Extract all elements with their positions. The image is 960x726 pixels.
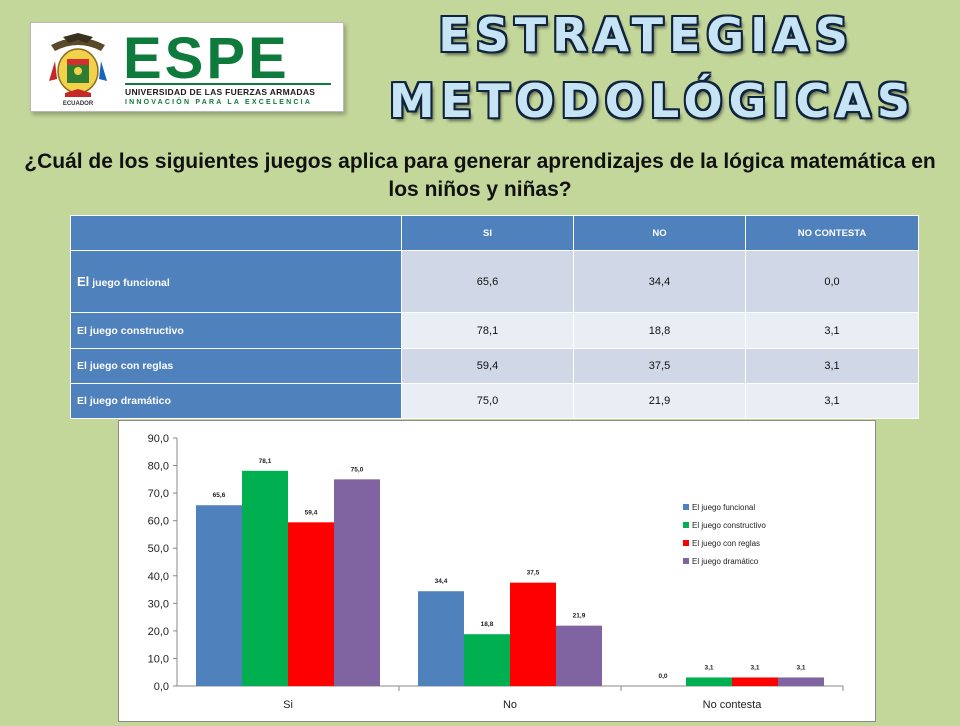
logo-wordmark: ESPE: [123, 26, 290, 91]
logo-divider: [125, 83, 331, 85]
legend-swatch: [683, 522, 689, 528]
legend-swatch: [683, 558, 689, 564]
table-header-cell: [70, 214, 402, 252]
y-tick-label: 50,0: [148, 543, 169, 555]
table-header-cell: NO CONTESTA: [745, 214, 919, 252]
table-header-cell: NO: [573, 214, 746, 252]
bar: [464, 634, 510, 686]
y-tick-label: 20,0: [148, 626, 169, 638]
legend-label: El juego dramático: [692, 557, 759, 566]
bar-chart-container: 0,0 10,0 20,0 30,0 40,0 50,0 60,0 70,0 80,0 90,0 S…: [118, 420, 876, 722]
bar-value-label: 0,0: [658, 673, 667, 680]
y-tick-label: 60,0: [148, 516, 169, 528]
table-row: El juego dramático 75,0 21,9 3,1: [70, 382, 919, 420]
table-cell: 3,1: [745, 347, 919, 384]
table-cell: 75,0: [401, 382, 574, 420]
table-cell: 65,6: [401, 250, 574, 314]
logo-tagline: INNOVACIÓN PARA LA EXCELENCIA: [125, 99, 313, 106]
logo-university-name: UNIVERSIDAD DE LAS FUERZAS ARMADAS: [125, 87, 316, 97]
bar-value-label: 18,8: [481, 621, 494, 628]
survey-question: ¿Cuál de los siguientes juegos aplica pa…: [24, 150, 936, 201]
bar: [686, 677, 732, 686]
table-row: El juego con reglas 59,4 37,5 3,1: [70, 347, 919, 384]
bar-value-label: 3,1: [796, 664, 805, 671]
y-tick-label: 90,0: [148, 433, 169, 445]
table-header-row: SI NO NO CONTESTA: [70, 214, 919, 252]
bar-chart: 0,0 10,0 20,0 30,0 40,0 50,0 60,0 70,0 80,0 90,0 S…: [148, 433, 844, 711]
bar: [196, 505, 242, 686]
legend-swatch: [683, 504, 689, 510]
x-tick-label: Si: [283, 699, 293, 711]
table-cell: 37,5: [573, 347, 746, 384]
table-cell: 18,8: [573, 312, 746, 349]
legend-label: El juego funcional: [692, 503, 755, 512]
table-header-cell: SI: [401, 214, 574, 252]
row-label: El juego funcional: [70, 250, 402, 314]
bar-value-label: 65,6: [213, 492, 226, 499]
row-label: El juego con reglas: [70, 347, 402, 384]
bar-value-label: 21,9: [573, 613, 586, 620]
table-row: El juego funcional 65,6 34,4 0,0: [70, 250, 919, 314]
bar: [510, 582, 556, 686]
row-label: El juego dramático: [70, 382, 402, 420]
bar: [288, 522, 334, 686]
bar-value-label: 3,1: [704, 664, 713, 671]
bar-value-label: 34,4: [435, 578, 448, 585]
x-tick-label: No: [503, 699, 517, 711]
y-tick-label: 70,0: [148, 488, 169, 500]
table-cell: 59,4: [401, 347, 574, 384]
y-tick-label: 40,0: [148, 571, 169, 583]
seal-text: ECUADOR: [63, 101, 94, 107]
bar-value-label: 37,5: [527, 570, 540, 577]
espe-logo: ECUADOR ESPE UNIVERSIDAD DE LAS FUERZAS …: [30, 22, 344, 112]
table-cell: 0,0: [745, 250, 919, 314]
bar: [778, 677, 824, 686]
y-tick-label: 30,0: [148, 598, 169, 610]
bar-value-label: 3,1: [750, 664, 759, 671]
bar-value-label: 78,1: [259, 458, 272, 465]
y-tick-label: 10,0: [148, 653, 169, 665]
banner-title-line2: METODOLÓGICAS: [388, 74, 916, 128]
table-cell: 34,4: [573, 250, 746, 314]
university-seal-icon: ECUADOR: [49, 33, 107, 107]
bar: [334, 479, 380, 686]
table-cell: 78,1: [401, 312, 574, 349]
legend-label: El juego constructivo: [692, 521, 766, 530]
legend-swatch: [683, 540, 689, 546]
table-cell: 3,1: [745, 312, 919, 349]
y-tick-label: 0,0: [154, 681, 169, 693]
results-table: SI NO NO CONTESTA El juego funcional 65,…: [70, 214, 919, 420]
table-cell: 21,9: [573, 382, 746, 420]
x-tick-label: No contesta: [703, 699, 763, 711]
row-label-prefix: El: [77, 274, 90, 290]
bar: [556, 625, 602, 686]
bar: [732, 677, 778, 686]
banner-title-line1: ESTRATEGIAS: [438, 8, 854, 62]
row-label-text: juego funcional: [89, 277, 170, 290]
table-cell: 3,1: [745, 382, 919, 420]
legend-label: El juego con reglas: [692, 539, 760, 548]
bar: [418, 591, 464, 686]
table-row: El juego constructivo 78,1 18,8 3,1: [70, 312, 919, 349]
row-label: El juego constructivo: [70, 312, 402, 349]
y-tick-label: 80,0: [148, 461, 169, 473]
bar-value-label: 75,0: [351, 466, 364, 473]
bar-value-label: 59,4: [305, 509, 318, 516]
bar: [242, 470, 288, 686]
